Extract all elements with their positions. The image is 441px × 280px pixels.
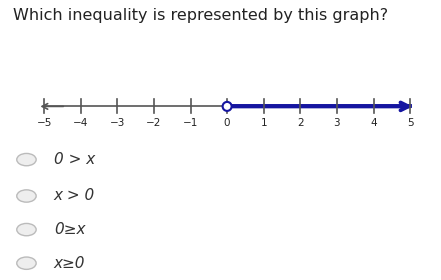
Text: −3: −3 — [110, 118, 125, 129]
Text: Which inequality is represented by this graph?: Which inequality is represented by this … — [13, 8, 389, 24]
Text: 0≥x: 0≥x — [54, 222, 85, 237]
Text: 0 > x: 0 > x — [54, 152, 95, 167]
Text: −5: −5 — [37, 118, 52, 129]
Text: 0: 0 — [224, 118, 230, 129]
Ellipse shape — [223, 102, 232, 111]
Text: −4: −4 — [73, 118, 88, 129]
Text: x≥0: x≥0 — [54, 256, 85, 271]
Text: −2: −2 — [146, 118, 161, 129]
Text: 5: 5 — [407, 118, 414, 129]
Text: 1: 1 — [260, 118, 267, 129]
Text: 4: 4 — [370, 118, 377, 129]
Text: 3: 3 — [333, 118, 340, 129]
Ellipse shape — [17, 257, 36, 269]
Ellipse shape — [17, 153, 36, 166]
Text: −1: −1 — [183, 118, 198, 129]
Text: 2: 2 — [297, 118, 304, 129]
Text: x > 0: x > 0 — [54, 188, 95, 204]
Ellipse shape — [17, 190, 36, 202]
Ellipse shape — [17, 223, 36, 236]
